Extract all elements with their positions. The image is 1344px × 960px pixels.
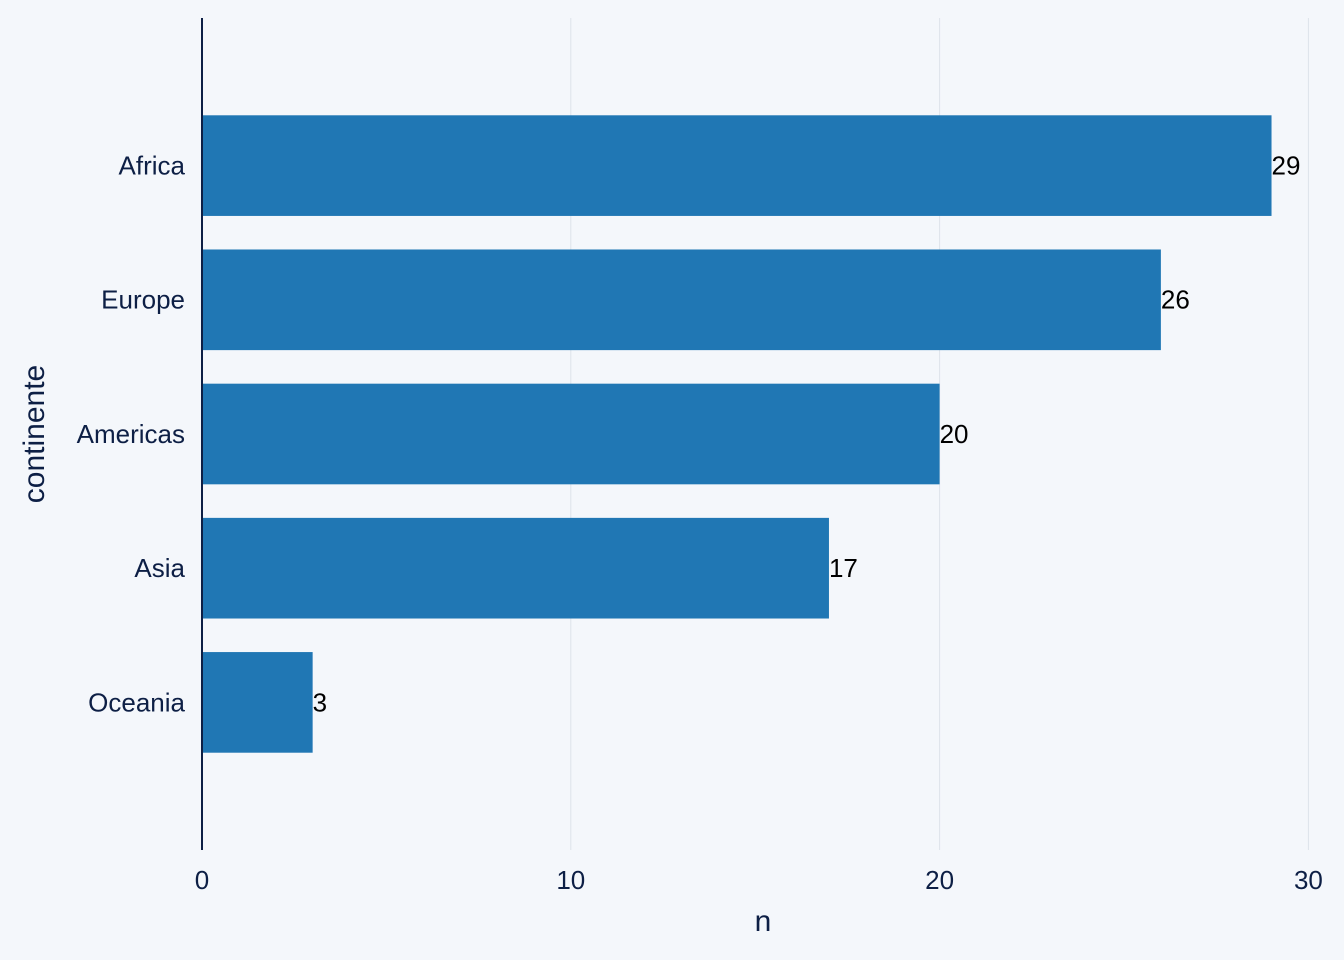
bar bbox=[202, 115, 1272, 216]
y-tick-label: Americas bbox=[77, 419, 185, 449]
y-axis-title: continente bbox=[18, 365, 51, 503]
y-tick-label: Africa bbox=[119, 150, 186, 180]
data-label: 3 bbox=[313, 687, 327, 717]
bar bbox=[202, 652, 313, 753]
data-label: 17 bbox=[829, 553, 858, 583]
x-tick-label: 0 bbox=[195, 865, 209, 895]
y-tick-label: Asia bbox=[134, 553, 185, 583]
x-axis-title: n bbox=[755, 905, 772, 938]
x-tick-label: 10 bbox=[556, 865, 585, 895]
y-tick-label: Oceania bbox=[88, 687, 185, 717]
data-label: 26 bbox=[1161, 285, 1190, 315]
x-tick-label: 30 bbox=[1294, 865, 1323, 895]
x-tick-label: 20 bbox=[925, 865, 954, 895]
data-label: 29 bbox=[1272, 150, 1301, 180]
bar bbox=[202, 517, 829, 619]
bar bbox=[202, 383, 940, 485]
y-tick-label: Europe bbox=[101, 285, 185, 315]
data-label: 20 bbox=[940, 419, 969, 449]
bar bbox=[202, 249, 1161, 351]
